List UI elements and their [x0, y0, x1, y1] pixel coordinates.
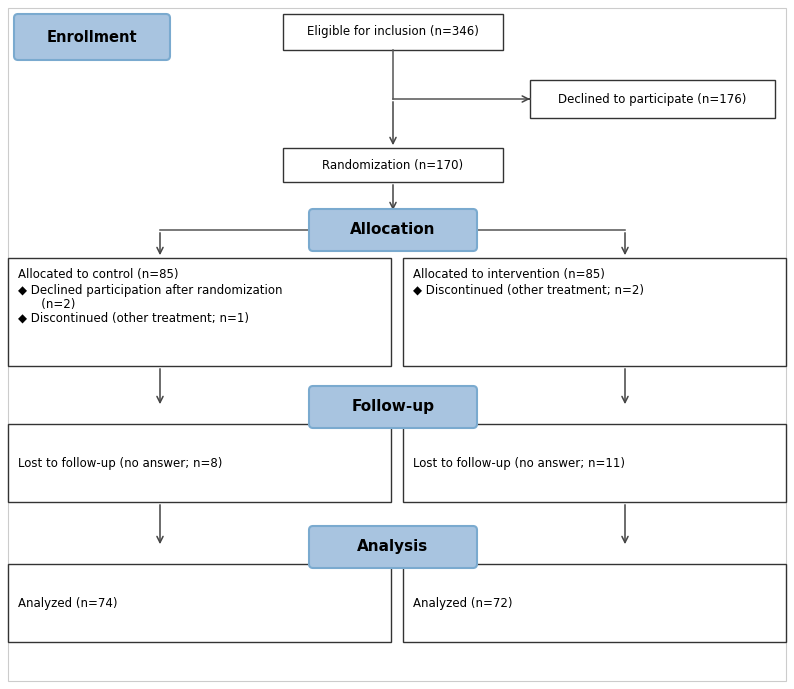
Text: Allocation: Allocation: [350, 223, 436, 238]
FancyBboxPatch shape: [403, 258, 786, 366]
Text: ◆ Declined participation after randomization: ◆ Declined participation after randomiza…: [18, 284, 283, 297]
Text: Allocated to intervention (n=85): Allocated to intervention (n=85): [413, 268, 605, 281]
FancyBboxPatch shape: [283, 148, 503, 182]
Text: Declined to participate (n=176): Declined to participate (n=176): [558, 92, 746, 105]
Text: Randomization (n=170): Randomization (n=170): [322, 158, 464, 172]
FancyBboxPatch shape: [283, 14, 503, 50]
FancyBboxPatch shape: [14, 14, 170, 60]
FancyBboxPatch shape: [403, 564, 786, 642]
Text: ◆ Discontinued (other treatment; n=2): ◆ Discontinued (other treatment; n=2): [413, 284, 644, 297]
FancyBboxPatch shape: [309, 209, 477, 251]
Text: Analysis: Analysis: [357, 539, 429, 555]
FancyBboxPatch shape: [8, 8, 786, 681]
Text: Eligible for inclusion (n=346): Eligible for inclusion (n=346): [307, 25, 479, 39]
Text: Lost to follow-up (no answer; n=11): Lost to follow-up (no answer; n=11): [413, 457, 625, 469]
FancyBboxPatch shape: [309, 386, 477, 428]
Text: Enrollment: Enrollment: [47, 30, 137, 45]
FancyBboxPatch shape: [8, 258, 391, 366]
FancyBboxPatch shape: [8, 564, 391, 642]
FancyBboxPatch shape: [530, 80, 775, 118]
Text: ◆ Discontinued (other treatment; n=1): ◆ Discontinued (other treatment; n=1): [18, 312, 249, 325]
Text: Lost to follow-up (no answer; n=8): Lost to follow-up (no answer; n=8): [18, 457, 222, 469]
Text: Follow-up: Follow-up: [352, 400, 434, 415]
Text: (n=2): (n=2): [30, 298, 75, 311]
FancyBboxPatch shape: [8, 424, 391, 502]
Text: Allocated to control (n=85): Allocated to control (n=85): [18, 268, 179, 281]
FancyBboxPatch shape: [309, 526, 477, 568]
Text: Analyzed (n=72): Analyzed (n=72): [413, 597, 512, 610]
Text: Analyzed (n=74): Analyzed (n=74): [18, 597, 118, 610]
FancyBboxPatch shape: [403, 424, 786, 502]
